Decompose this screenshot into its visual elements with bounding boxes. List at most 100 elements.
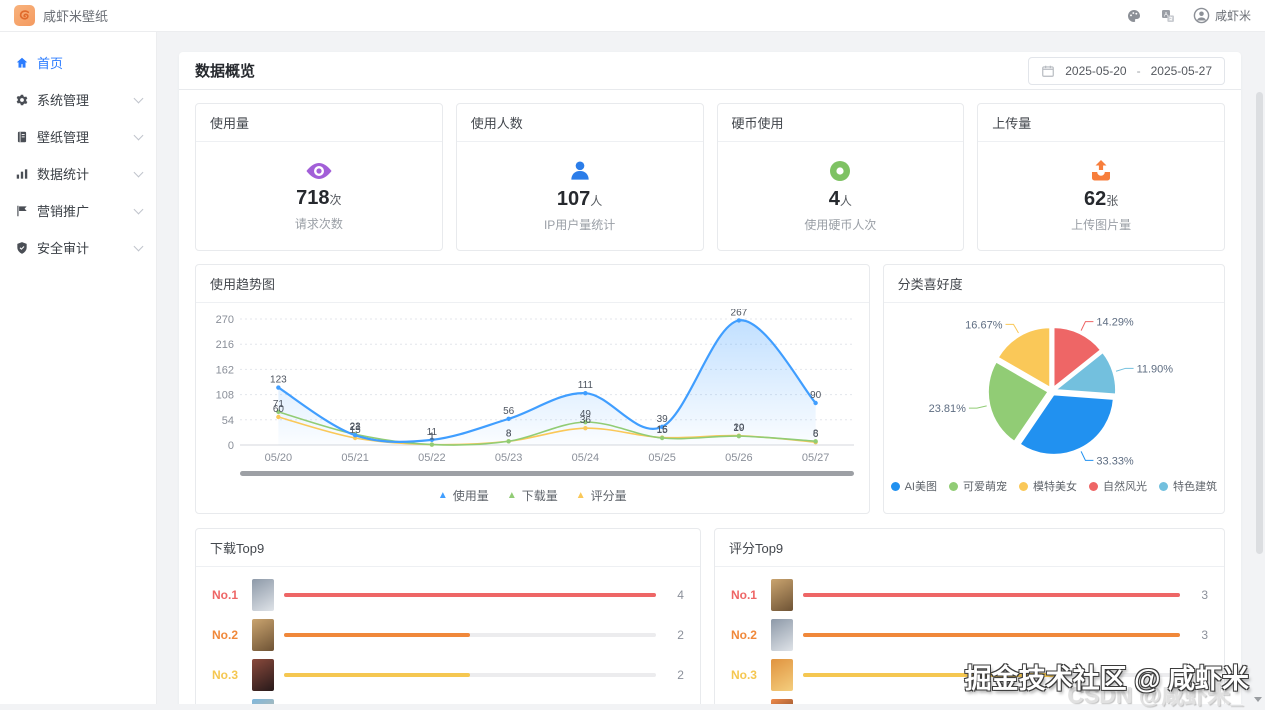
svg-text:162: 162 <box>216 364 234 376</box>
trend-chart-title: 使用趋势图 <box>196 265 869 303</box>
svg-text:90: 90 <box>810 390 822 401</box>
date-end-value[interactable]: 2025-05-27 <box>1151 64 1212 78</box>
legend-item[interactable]: ▲ 评分量 <box>576 487 627 504</box>
thumbnail-portrait-photo[interactable] <box>771 699 793 704</box>
svg-text:56: 56 <box>503 406 515 417</box>
shrimp-logo-icon <box>18 9 31 22</box>
legend-marker-triangle: ▲ <box>576 491 586 501</box>
main-content: 数据概览 2025-05-20 - 2025-05-27 使用量 <box>157 32 1265 704</box>
thumbnail-model-photo[interactable] <box>252 579 274 611</box>
thumbnail-palace-photo[interactable] <box>771 659 793 691</box>
sidebar-item-label: 壁纸管理 <box>37 127 89 146</box>
bar-fill <box>803 633 1180 637</box>
svg-text:15: 15 <box>350 425 362 436</box>
stat-card-title: 硬币使用 <box>718 104 964 142</box>
svg-text:1: 1 <box>429 432 435 443</box>
legend-item[interactable]: ▲ 下载量 <box>507 487 558 504</box>
rank-label: No.3 <box>212 668 242 682</box>
stat-card-title: 上传量 <box>978 104 1224 142</box>
svg-text:14.29%: 14.29% <box>1096 317 1134 329</box>
date-start-value[interactable]: 2025-05-20 <box>1065 64 1126 78</box>
thumbnail-model-photo[interactable] <box>252 659 274 691</box>
thumbnail-cat-photo[interactable] <box>252 619 274 651</box>
svg-text:05/24: 05/24 <box>572 452 600 464</box>
thumbnail-coast-photo[interactable] <box>252 699 274 704</box>
chart-datazoom-bar[interactable] <box>240 471 854 476</box>
top-list-row[interactable]: No.42 <box>731 695 1208 704</box>
pie-legend-item[interactable]: AI美图 <box>891 478 937 494</box>
legend-label: 评分量 <box>591 487 627 504</box>
legend-marker-dot <box>949 482 958 491</box>
legend-label: 可爱萌宠 <box>963 478 1007 494</box>
theme-palette-icon[interactable] <box>1125 7 1143 25</box>
bar-track <box>803 673 1180 677</box>
sidebar-item-marketing[interactable]: 营销推广 <box>0 192 156 229</box>
coin-icon <box>828 159 852 183</box>
sidebar-item-label: 数据统计 <box>37 164 89 183</box>
bar-fill <box>803 593 1180 597</box>
pie-chart[interactable]: 14.29%11.90%33.33%23.81%16.67% AI美图可爱萌宠模… <box>884 303 1224 500</box>
svg-text:05/20: 05/20 <box>265 452 293 464</box>
user-menu[interactable]: 咸虾米 <box>1193 7 1251 24</box>
bar-fill <box>284 593 656 597</box>
bar-track <box>284 593 656 597</box>
stat-card-coins: 硬币使用 4人 使用硬币人次 <box>717 103 965 251</box>
legend-label: 使用量 <box>453 487 489 504</box>
pie-legend-item[interactable]: 自然风光 <box>1089 478 1147 494</box>
sidebar-item-security[interactable]: 安全审计 <box>0 229 156 266</box>
bar-value: 3 <box>1190 628 1208 642</box>
top-list-row[interactable]: No.42 <box>212 695 684 704</box>
thumbnail-model-photo[interactable] <box>771 619 793 651</box>
trend-legend: ▲使用量 ▲ 下载量 ▲ 评分量 <box>204 486 861 511</box>
stat-card-users: 使用人数 107人 IP用户量统计 <box>456 103 704 251</box>
pie-legend-item[interactable]: 可爱萌宠 <box>949 478 1007 494</box>
svg-text:05/27: 05/27 <box>802 452 830 464</box>
stat-value: 718次 <box>296 187 341 210</box>
vertical-scrollbar-thumb[interactable] <box>1256 92 1263 554</box>
page-header: 数据概览 2025-05-20 - 2025-05-27 <box>179 52 1241 90</box>
bar-value: 4 <box>666 588 684 602</box>
svg-text:33.33%: 33.33% <box>1096 455 1134 467</box>
app-logo[interactable] <box>14 5 35 26</box>
bar-fill <box>803 673 1054 677</box>
rank-label: No.1 <box>731 588 761 602</box>
thumbnail-cat-photo[interactable] <box>771 579 793 611</box>
chevron-down-icon <box>134 241 144 251</box>
sidebar-item-home[interactable]: 首页 <box>0 44 156 81</box>
pie-legend-item[interactable]: 特色建筑 <box>1159 478 1217 494</box>
pie-legend-item[interactable]: 模特美女 <box>1019 478 1077 494</box>
legend-item[interactable]: ▲使用量 <box>438 487 489 504</box>
rating-top9-title: 评分Top9 <box>715 529 1224 567</box>
wallpaper-icon <box>14 129 29 144</box>
stat-value: 107人 <box>557 188 602 211</box>
sidebar-item-wallpaper[interactable]: 壁纸管理 <box>0 118 156 155</box>
svg-text:05/21: 05/21 <box>341 452 369 464</box>
stat-card-usage: 使用量 718次 请求次数 <box>195 103 443 251</box>
translate-icon[interactable]: A <box>1159 7 1177 25</box>
sidebar-item-system[interactable]: 系统管理 <box>0 81 156 118</box>
sidebar-item-label: 系统管理 <box>37 90 89 109</box>
svg-text:05/22: 05/22 <box>418 452 446 464</box>
date-separator: - <box>1137 64 1141 78</box>
sidebar-item-stats[interactable]: 数据统计 <box>0 155 156 192</box>
legend-marker-dot <box>891 482 900 491</box>
rank-label: No.3 <box>731 668 761 682</box>
bar-track <box>284 633 656 637</box>
bar-fill <box>284 673 470 677</box>
legend-marker-triangle: ▲ <box>507 491 517 501</box>
scrollbar-down-arrow[interactable] <box>1254 697 1262 702</box>
svg-text:11.90%: 11.90% <box>1136 363 1173 375</box>
svg-text:54: 54 <box>222 415 234 427</box>
svg-text:20: 20 <box>733 423 745 434</box>
legend-label: 下载量 <box>522 487 558 504</box>
date-range-picker[interactable]: 2025-05-20 - 2025-05-27 <box>1028 57 1225 85</box>
